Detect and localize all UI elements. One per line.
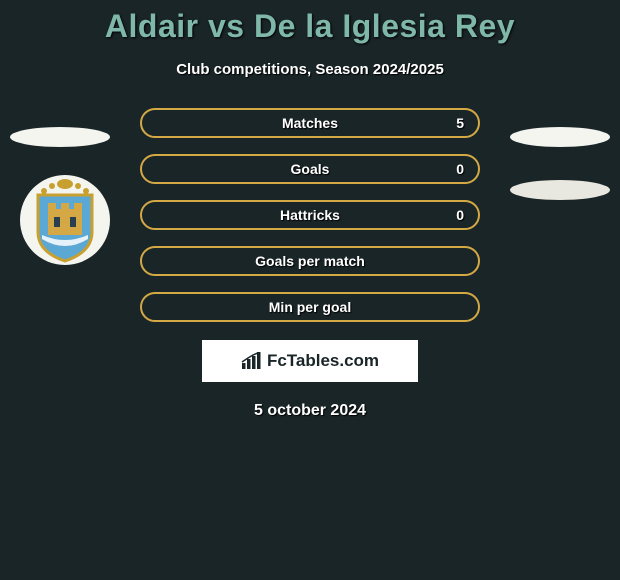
stat-label: Min per goal [269, 299, 351, 315]
stat-row-hattricks: Hattricks 0 [140, 200, 480, 230]
brand-badge[interactable]: FcTables.com [202, 340, 418, 382]
stat-value-right: 0 [456, 207, 464, 223]
stat-label: Goals [291, 161, 330, 177]
player-right-avatar-placeholder-1 [510, 127, 610, 147]
player-left-avatar-placeholder [10, 127, 110, 147]
stat-row-min-per-goal: Min per goal [140, 292, 480, 322]
date-text: 5 october 2024 [0, 402, 620, 420]
page-title: Aldair vs De la Iglesia Rey [0, 8, 620, 45]
stat-value-right: 5 [456, 115, 464, 131]
player-right-avatar-placeholder-2 [510, 180, 610, 200]
stat-label: Hattricks [280, 207, 340, 223]
stat-row-goals-per-match: Goals per match [140, 246, 480, 276]
club-left-crest [20, 175, 120, 265]
stat-row-matches: Matches 5 [140, 108, 480, 138]
bar-chart-icon [241, 352, 263, 370]
club-crest-icon [30, 177, 100, 263]
stat-row-goals: Goals 0 [140, 154, 480, 184]
stat-label: Goals per match [255, 253, 365, 269]
stat-value-right: 0 [456, 161, 464, 177]
brand-text: FcTables.com [267, 351, 379, 371]
stats-container: Matches 5 Goals 0 Hattricks 0 Goals per … [140, 108, 480, 322]
stat-label: Matches [282, 115, 338, 131]
page-subtitle: Club competitions, Season 2024/2025 [0, 61, 620, 78]
